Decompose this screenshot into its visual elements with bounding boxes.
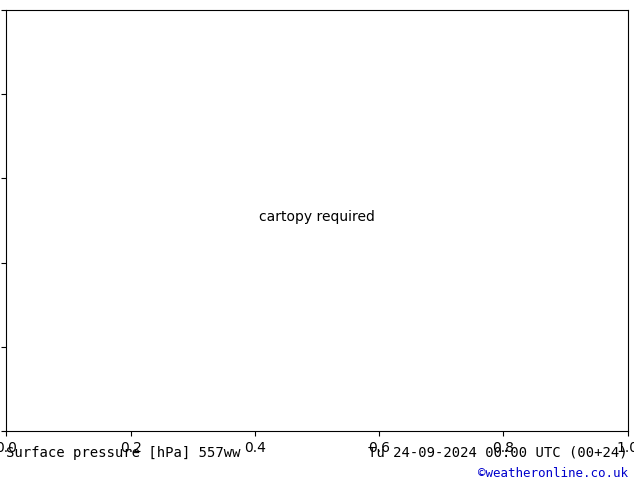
Text: ©weatheronline.co.uk: ©weatheronline.co.uk [477, 467, 628, 480]
Text: Surface pressure [hPa] 557ww: Surface pressure [hPa] 557ww [6, 446, 241, 460]
Text: cartopy required: cartopy required [259, 210, 375, 223]
Text: Tu 24-09-2024 00:00 UTC (00+24): Tu 24-09-2024 00:00 UTC (00+24) [368, 446, 628, 460]
